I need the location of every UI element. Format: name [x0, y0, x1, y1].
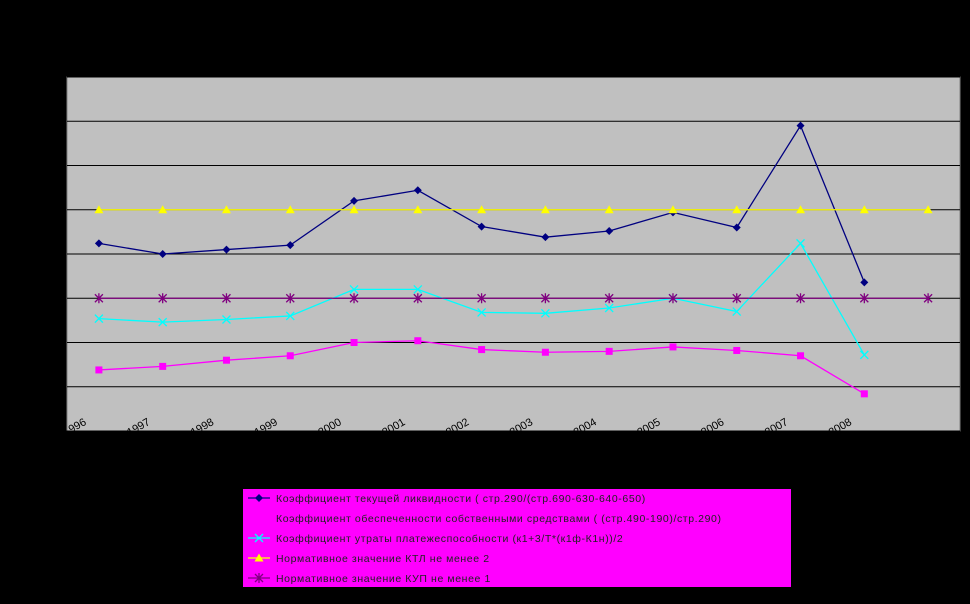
marker: [540, 205, 550, 214]
legend-marker: [255, 514, 263, 522]
legend-label: Нормативное значение КУП не менее 1: [276, 573, 491, 585]
marker: [733, 346, 741, 354]
marker: [668, 293, 678, 304]
marker: [541, 233, 550, 242]
marker: [222, 315, 231, 324]
marker: [669, 343, 677, 351]
marker: [222, 293, 231, 304]
marker: [95, 366, 103, 374]
marker: [732, 223, 741, 232]
marker: [540, 308, 550, 318]
marker: [540, 293, 550, 304]
marker: [796, 205, 806, 214]
legend-marker: [254, 533, 264, 543]
legend-label: Коэффициент утраты платежеспособности (к…: [276, 533, 623, 545]
marker: [413, 186, 422, 195]
marker: [350, 339, 358, 346]
marker: [604, 293, 614, 304]
marker: [285, 205, 295, 214]
marker: [732, 205, 742, 214]
marker: [349, 205, 359, 214]
marker: [796, 293, 805, 304]
marker: [350, 196, 359, 205]
marker: [413, 284, 423, 294]
marker: [796, 121, 805, 130]
marker: [859, 293, 869, 304]
marker: [285, 311, 295, 321]
legend-marker: [254, 573, 264, 583]
legend-box: [243, 489, 791, 587]
marker: [94, 314, 104, 324]
marker: [541, 348, 549, 356]
marker: [797, 352, 805, 360]
marker: [94, 293, 104, 304]
marker: [477, 307, 487, 317]
marker: [923, 205, 933, 214]
marker: [222, 245, 231, 254]
marker: [477, 222, 486, 231]
marker: [413, 293, 423, 304]
marker: [860, 278, 869, 287]
marker: [349, 284, 359, 294]
marker: [349, 293, 359, 304]
marker: [222, 356, 230, 364]
marker: [477, 293, 487, 304]
marker: [158, 317, 168, 327]
marker: [604, 205, 614, 214]
marker: [923, 293, 933, 304]
marker: [860, 390, 868, 398]
marker: [477, 205, 487, 214]
marker: [286, 241, 295, 250]
legend-marker: [255, 494, 263, 502]
marker: [285, 293, 295, 304]
marker: [859, 350, 869, 360]
marker: [158, 250, 167, 258]
legend-label: Коэффициент обеспеченности собственными …: [276, 513, 722, 525]
marker: [286, 352, 294, 360]
x-tick-label: 1996: [61, 416, 88, 439]
marker: [604, 303, 614, 313]
marker: [605, 347, 613, 355]
marker: [414, 337, 422, 345]
marker: [605, 226, 614, 235]
legend-label: Нормативное значение КТЛ не менее 2: [276, 553, 490, 565]
marker: [94, 239, 103, 248]
marker: [158, 205, 168, 214]
marker: [221, 205, 231, 214]
legend-label: Коэффициент текущей ликвидности ( стр.29…: [276, 493, 646, 505]
marker: [732, 293, 742, 304]
marker: [668, 205, 678, 214]
marker: [478, 346, 486, 354]
marker: [796, 238, 805, 248]
marker: [159, 362, 167, 370]
marker: [94, 205, 104, 214]
marker: [859, 205, 869, 214]
marker: [732, 307, 742, 316]
marker: [413, 205, 423, 214]
marker: [158, 293, 168, 304]
legend-marker: [254, 553, 264, 562]
